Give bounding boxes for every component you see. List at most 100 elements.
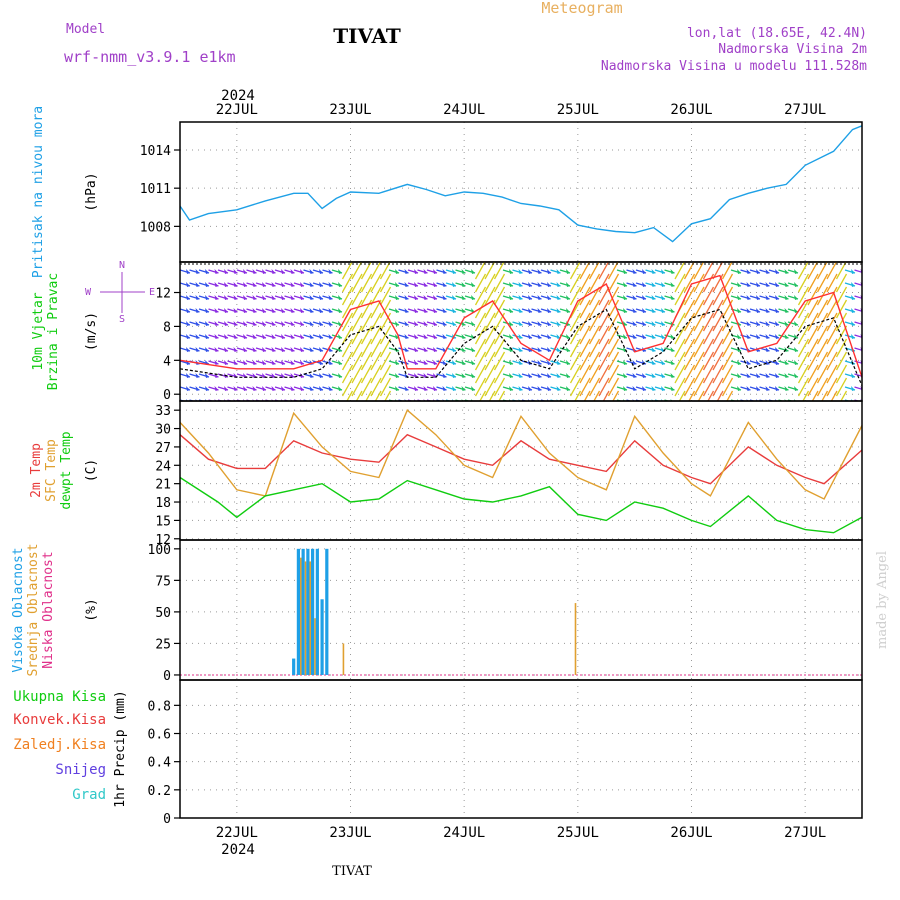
wind-arrow-head	[784, 269, 789, 274]
wind-arrow	[712, 338, 724, 358]
wind-arrow-head	[851, 321, 855, 326]
wind-arrow	[351, 312, 363, 332]
y-tick-label: 18	[155, 496, 171, 511]
wind-arrow-head	[461, 295, 466, 300]
y-tick-label: 0.4	[148, 756, 172, 771]
wind-arrow	[702, 351, 715, 371]
wind-arrow-head	[233, 334, 238, 339]
wind-arrow-head	[205, 269, 209, 274]
wind-arrow-head	[471, 373, 475, 378]
wind-arrow-head	[623, 295, 627, 300]
wind-arrow	[598, 338, 610, 358]
top-date-tick: 23JUL	[329, 102, 371, 118]
wind-arrow	[484, 325, 496, 345]
wind-arrow	[569, 286, 582, 306]
cloud-bar-mid	[342, 643, 345, 675]
wind-arrow-head	[623, 360, 627, 365]
wind-arrow-head	[442, 373, 447, 378]
wind-arrow-head	[281, 321, 285, 326]
wind-arrow-head	[290, 321, 295, 326]
wind-arrow	[826, 273, 838, 293]
cloud-bar-mid	[574, 603, 577, 675]
wind-arrow	[607, 351, 620, 371]
wind-arrow-head	[290, 282, 295, 287]
panel-frame	[179, 679, 863, 819]
wind-arrow-head	[442, 282, 447, 287]
chart-subtitle: Meteogram	[541, 0, 622, 17]
wind-arrow	[683, 312, 696, 332]
wind-arrow-head	[433, 295, 437, 300]
wind-arrow	[598, 351, 610, 371]
wind-arrow	[484, 312, 496, 332]
wind-arrow-head	[271, 347, 276, 352]
wind-arrow	[607, 377, 620, 397]
wind-arrow-head	[404, 295, 409, 300]
wind-arrow	[588, 325, 601, 345]
wind-arrow-head	[186, 269, 190, 274]
wind-arrow	[854, 269, 862, 273]
wind-arrow	[683, 325, 696, 345]
wind-arrow-head	[651, 347, 656, 352]
wind-arrow-head	[195, 321, 200, 326]
wind-arrow-head	[262, 347, 266, 352]
wind-arrow-head	[423, 347, 428, 352]
wind-arrow-head	[765, 295, 770, 300]
wind-arrow-head	[404, 282, 409, 287]
y-tick-label: 24	[155, 459, 171, 474]
wind-arrow	[826, 262, 838, 280]
wind-arrow	[826, 377, 838, 397]
wind-arrow-head	[537, 282, 542, 287]
wind-arrow-head	[518, 269, 523, 274]
wind-arrow	[474, 351, 487, 371]
wind-arrow	[569, 325, 582, 345]
wind-arrow-head	[784, 308, 789, 313]
wind-arrow-head	[328, 360, 333, 365]
wind-arrow	[569, 351, 582, 371]
wind-arrow-head	[642, 308, 646, 313]
wind-arrow-head	[547, 360, 551, 365]
wind-arrow-head	[243, 282, 247, 287]
wind-arrow	[683, 286, 696, 306]
wind-arrow	[360, 286, 373, 306]
wind-arrow-head	[509, 308, 513, 313]
wind-arrow	[830, 390, 838, 401]
wind-arrow-head	[433, 282, 437, 287]
wind-arrow-head	[205, 321, 209, 326]
wind-arrow	[835, 351, 848, 371]
wind-arrow-head	[509, 282, 513, 287]
wind-arrow-head	[528, 269, 532, 274]
wind-arrow-head	[300, 334, 304, 339]
wind-arrow-head	[214, 295, 219, 300]
wind-arrow	[583, 390, 591, 401]
y-tick-label: 30	[155, 423, 171, 438]
wind-arrow-head	[186, 321, 190, 326]
wind-arrow-head	[300, 269, 304, 274]
wind-arrow-head	[651, 373, 656, 378]
wind-arrow-head	[338, 308, 342, 313]
elevation-info: Nadmorska Visina 2m	[718, 42, 867, 57]
wind-arrow-head	[765, 373, 770, 378]
wind-arrow-head	[566, 373, 570, 378]
wind-arrow-head	[338, 269, 342, 274]
wind-arrow	[360, 312, 373, 332]
wind-arrow	[479, 390, 487, 401]
wind-arrow-head	[556, 282, 561, 287]
y-tick-label: 4	[163, 354, 171, 369]
wind-arrow-head	[414, 386, 418, 391]
wind-arrow-head	[784, 295, 789, 300]
wind-arrow-head	[262, 321, 266, 326]
wind-arrow-head	[775, 269, 779, 274]
y-axis-label: Pritisak na nivou mora	[31, 106, 46, 278]
wind-arrow	[474, 338, 487, 358]
wind-arrow	[702, 286, 715, 306]
wind-arrow	[341, 299, 354, 319]
wind-arrow-head	[623, 386, 627, 391]
series-dewpoint	[179, 476, 863, 534]
wind-arrow	[816, 273, 829, 293]
cloud-bar-high	[311, 548, 315, 675]
wind-arrow	[365, 390, 373, 401]
top-date-tick: 27JUL	[784, 102, 826, 118]
footer-station: TIVAT	[332, 864, 372, 879]
wind-arrow-head	[566, 386, 570, 391]
